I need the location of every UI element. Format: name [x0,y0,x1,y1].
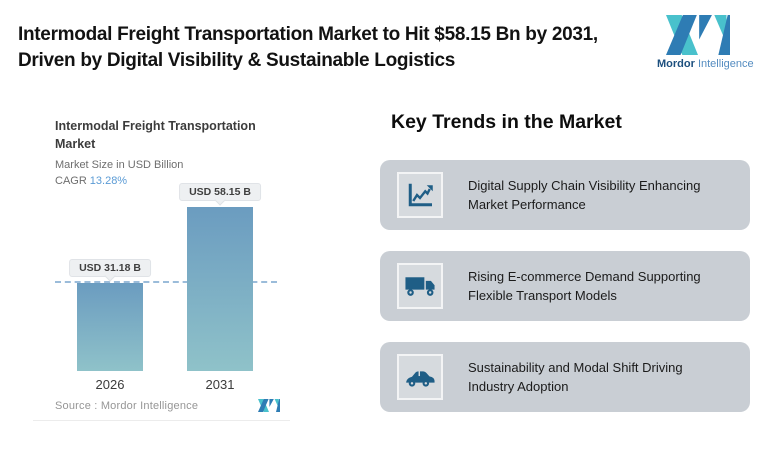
line-chart-icon [408,183,433,207]
cagr-label: CAGR [55,175,87,187]
trend-card-list: Digital Supply Chain Visibility Enhancin… [380,160,750,433]
mordor-logo-small-icon [258,399,280,412]
trend-card-ecommerce-demand: Rising E-commerce Demand Supporting Flex… [380,251,750,321]
bar-2031 [187,207,253,371]
brand-name: Mordor Intelligence [657,58,761,70]
chart-source-row: Source : Mordor Intelligence [55,399,280,412]
x-axis-label-2031: 2031 [205,377,235,392]
trend-text: Sustainability and Modal Shift Driving I… [468,359,683,395]
trend-card-digital-visibility: Digital Supply Chain Visibility Enhancin… [380,160,750,230]
chart-subtitle: Market Size in USD Billion [55,159,184,171]
bar-2026 [77,283,143,371]
page-title-line1: Intermodal Freight Transportation Market… [18,24,598,45]
brand-name-bold: Mordor [657,58,695,70]
bar-chart-plot: USD 31.18 B USD 58.15 B 2026 2031 [33,181,290,392]
chart-cagr: CAGR 13.28% [55,175,290,187]
x-axis-label-2026: 2026 [95,377,125,392]
trend-card-sustainability: Sustainability and Modal Shift Driving I… [380,342,750,412]
source-text: Source : Mordor Intelligence [55,399,199,412]
bar-value-label-2026: USD 31.18 B [69,259,151,277]
trend-icon-box [397,172,443,218]
chart-title-line1: Intermodal Freight Transportation [55,119,256,133]
trend-icon-box [397,354,443,400]
trend-text: Digital Supply Chain Visibility Enhancin… [468,177,701,213]
brand-logo: Mordor Intelligence [657,15,761,70]
chart-title-line2: Market [55,137,96,151]
truck-icon [405,277,435,296]
mordor-intelligence-logo-icon [666,15,730,55]
trend-text: Rising E-commerce Demand Supporting Flex… [468,268,701,304]
brand-name-light: Intelligence [697,58,754,70]
bar-value-label-2031: USD 58.15 B [179,183,261,201]
reference-dashed-line [55,281,277,283]
page-title: Intermodal Freight Transportation Market… [18,22,650,74]
car-icon [406,370,435,387]
trend-icon-box [397,263,443,309]
market-chart-card: Intermodal Freight Transportation Market… [33,105,290,421]
page-title-line2: Driven by Digital Visibility & Sustainab… [18,50,455,71]
trends-heading: Key Trends in the Market [391,111,622,133]
cagr-value: 13.28% [89,175,128,187]
